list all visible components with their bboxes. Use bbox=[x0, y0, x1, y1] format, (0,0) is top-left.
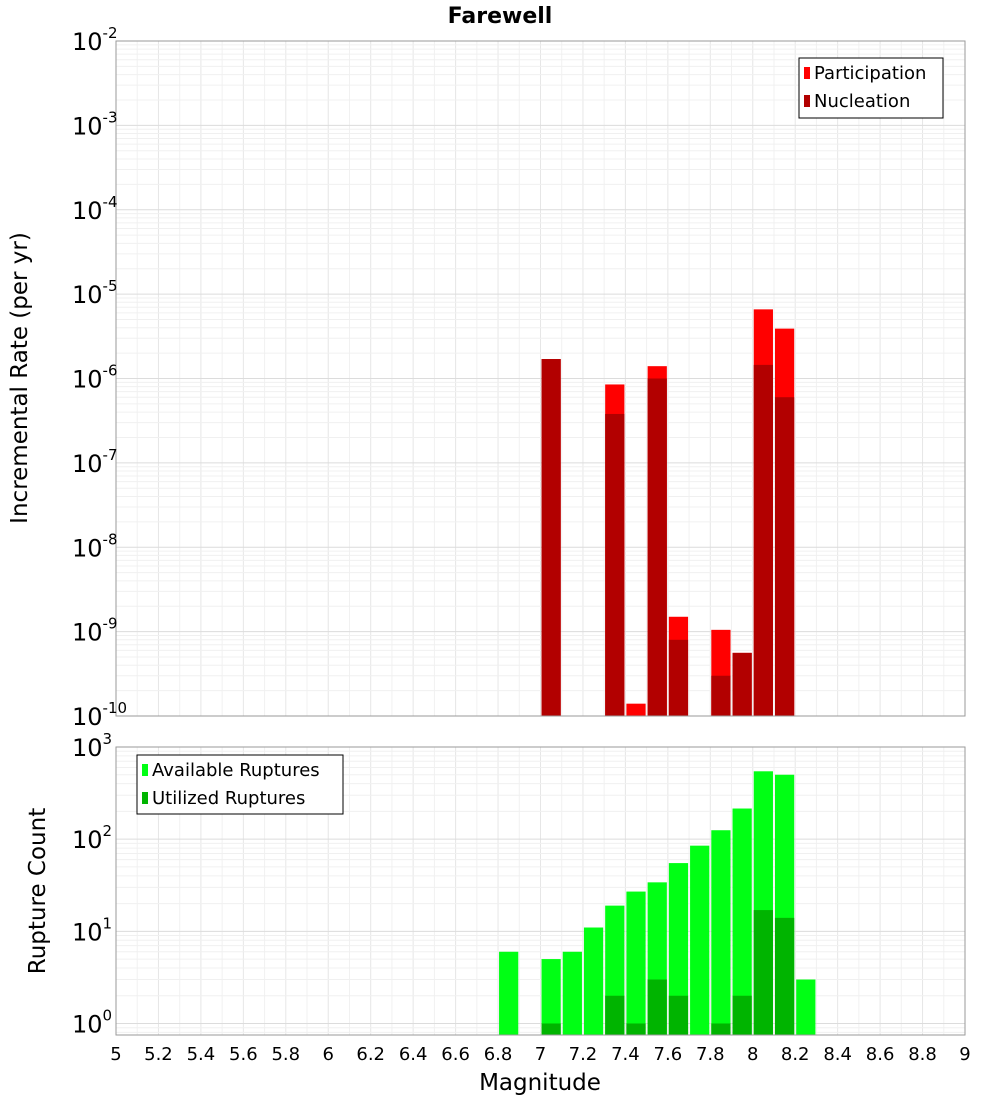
top-y-tick-label: 10-8 bbox=[72, 530, 118, 562]
x-tick-label: 6.6 bbox=[441, 1044, 470, 1065]
bottom-bars bbox=[499, 771, 816, 1035]
bottom-bar-utilized-ruptures bbox=[626, 1023, 646, 1035]
bottom-legend-swatch bbox=[142, 764, 148, 776]
top-legend-label: Participation bbox=[814, 63, 926, 84]
top-grid bbox=[115, 40, 966, 717]
bottom-legend-swatch bbox=[142, 792, 148, 804]
x-tick-label: 7 bbox=[535, 1044, 546, 1065]
bottom-y-axis-label: Rupture Count bbox=[25, 808, 51, 974]
top-legend: Participation Nucleation bbox=[798, 57, 944, 119]
bottom-bar-utilized-ruptures bbox=[647, 979, 667, 1035]
x-tick-label: 7.4 bbox=[611, 1044, 640, 1065]
top-legend-box bbox=[798, 57, 944, 119]
bottom-legend-label: Utilized Ruptures bbox=[152, 788, 305, 809]
bottom-legend-label: Available Ruptures bbox=[152, 760, 320, 781]
bottom-bar-available-ruptures bbox=[796, 979, 816, 1035]
x-tick-label: 7.6 bbox=[654, 1044, 683, 1065]
bottom-bar-available-ruptures bbox=[711, 830, 731, 1035]
bottom-bar-available-ruptures bbox=[626, 891, 646, 1035]
bottom-y-tick-label: 100 bbox=[72, 1006, 112, 1038]
x-tick-label: 8.4 bbox=[823, 1044, 852, 1065]
bottom-y-ticks: 103 102 101 100 bbox=[72, 730, 112, 1038]
top-y-tick-label: 10-7 bbox=[72, 446, 118, 478]
x-tick-label: 5.8 bbox=[271, 1044, 300, 1065]
top-plot-frame bbox=[115, 40, 966, 717]
top-legend-label: Nucleation bbox=[814, 91, 910, 112]
top-y-tick-label: 10-4 bbox=[72, 193, 118, 225]
bottom-bar-available-ruptures bbox=[541, 959, 561, 1035]
bottom-bar-available-ruptures bbox=[562, 951, 582, 1035]
bottom-bar-utilized-ruptures bbox=[668, 995, 689, 1035]
top-legend-swatch bbox=[804, 67, 810, 79]
top-bar-nucleation bbox=[732, 652, 752, 716]
bottom-y-tick-label: 101 bbox=[72, 914, 112, 946]
top-y-axis-label: Incremental Rate (per yr) bbox=[7, 232, 33, 524]
top-y-tick-label: 10-9 bbox=[72, 615, 118, 647]
x-tick-label: 6.2 bbox=[356, 1044, 385, 1065]
bottom-bar-available-ruptures bbox=[583, 927, 604, 1035]
top-y-tick-label: 10-10 bbox=[72, 699, 127, 731]
bottom-bar-utilized-ruptures bbox=[605, 995, 625, 1035]
x-tick-label: 5.6 bbox=[229, 1044, 258, 1065]
top-bar-nucleation bbox=[774, 397, 795, 716]
x-axis-label: Magnitude bbox=[479, 1070, 601, 1096]
x-tick-label: 6 bbox=[323, 1044, 334, 1065]
bottom-y-tick-label: 102 bbox=[72, 822, 112, 854]
x-tick-label: 5.2 bbox=[144, 1044, 173, 1065]
top-bar-nucleation bbox=[711, 675, 731, 716]
x-tick-label: 6.4 bbox=[399, 1044, 428, 1065]
top-y-tick-label: 10-5 bbox=[72, 277, 118, 309]
bottom-bar-utilized-ruptures bbox=[541, 1023, 561, 1035]
x-tick-label: 9 bbox=[959, 1044, 970, 1065]
x-tick-label: 8.2 bbox=[781, 1044, 810, 1065]
bottom-bar-available-ruptures bbox=[668, 863, 689, 1035]
bottom-bar-utilized-ruptures bbox=[711, 1023, 731, 1035]
bottom-bar-available-ruptures bbox=[732, 808, 752, 1035]
bottom-plot-frame bbox=[115, 746, 966, 1036]
bottom-y-tick-label: 103 bbox=[72, 730, 112, 762]
bottom-bar-utilized-ruptures bbox=[753, 910, 773, 1035]
bottom-plot-area: 103 102 101 100 Available Ruptures Utilized R… bbox=[72, 730, 966, 1038]
top-bar-nucleation bbox=[647, 378, 667, 716]
top-bar-nucleation bbox=[605, 413, 625, 716]
top-y-ticks: 10-2 10-3 10-4 10-5 10-6 10-7 10-8 10-9 10-10 bbox=[72, 24, 127, 731]
x-tick-label: 7.2 bbox=[569, 1044, 598, 1065]
x-tick-label: 8 bbox=[747, 1044, 758, 1065]
x-tick-label: 6.8 bbox=[484, 1044, 513, 1065]
top-y-tick-label: 10-3 bbox=[72, 108, 118, 140]
x-tick-label: 8.8 bbox=[908, 1044, 937, 1065]
top-bars bbox=[541, 309, 795, 716]
top-bar-nucleation bbox=[753, 364, 773, 716]
bottom-bar-available-ruptures bbox=[499, 951, 519, 1035]
bottom-bar-available-ruptures bbox=[690, 845, 710, 1035]
x-tick-label: 5.4 bbox=[187, 1044, 216, 1065]
bottom-legend: Available Ruptures Utilized Ruptures bbox=[136, 754, 344, 815]
bottom-legend-box bbox=[136, 754, 344, 815]
bottom-grid bbox=[115, 746, 966, 1035]
x-tick-label: 7.8 bbox=[696, 1044, 725, 1065]
top-y-tick-label: 10-2 bbox=[72, 24, 118, 56]
top-bar-nucleation bbox=[668, 639, 689, 716]
x-tick-label: 5 bbox=[110, 1044, 121, 1065]
chart-title: Farewell bbox=[448, 4, 553, 29]
top-bar-nucleation bbox=[541, 359, 561, 716]
bottom-bar-utilized-ruptures bbox=[774, 917, 795, 1035]
x-axis-ticks: 5 5.2 5.4 5.6 5.8 6 6.2 6.4 6.6 6.8 7 7.2 7.4 7.6 7.8 8… bbox=[110, 1044, 970, 1065]
top-legend-swatch bbox=[804, 95, 810, 107]
x-tick-label: 8.6 bbox=[866, 1044, 895, 1065]
top-bar-participation bbox=[626, 703, 646, 716]
top-plot-area: 10-2 10-3 10-4 10-5 10-6 10-7 10-8 10-9 10-10 Par… bbox=[72, 24, 966, 731]
top-y-tick-label: 10-6 bbox=[72, 362, 118, 394]
bottom-bar-utilized-ruptures bbox=[732, 995, 752, 1035]
